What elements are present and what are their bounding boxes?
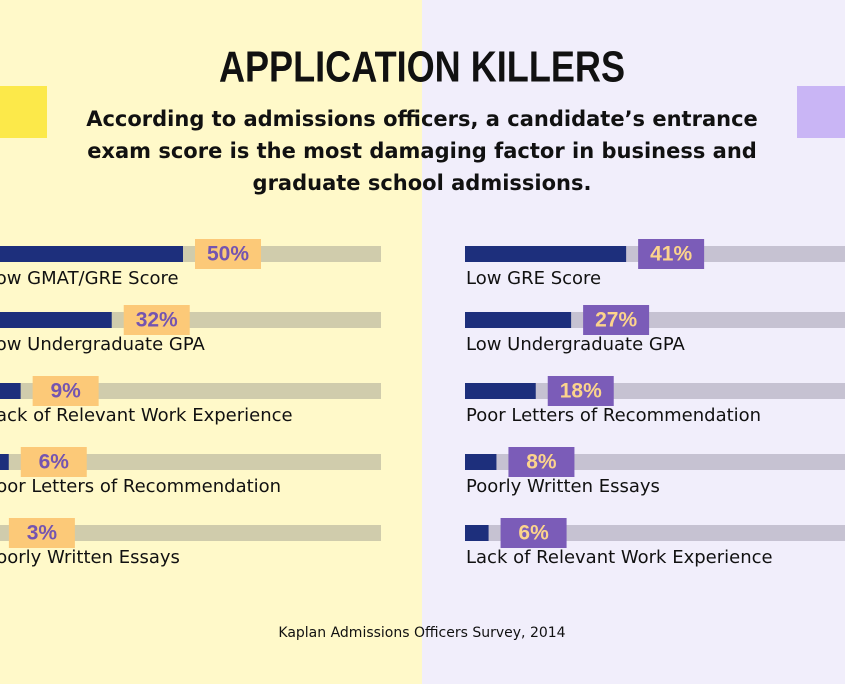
value-label: 6%: [518, 522, 549, 545]
bar-track: [0, 525, 381, 541]
bar: [0, 454, 9, 470]
value-label: 32%: [136, 309, 178, 332]
category-label: Poor Letters of Recommendation: [466, 405, 761, 426]
category-label: Poorly Written Essays: [0, 547, 180, 568]
value-badge: [123, 305, 190, 335]
value-badge: [8, 518, 75, 548]
bar: [465, 454, 497, 470]
subtitle: According to admissions officers, a cand…: [86, 107, 758, 131]
panel-background: [422, 0, 845, 684]
value-badge: [508, 447, 575, 477]
value-label: 41%: [650, 243, 692, 266]
subtitle: exam score is the most damaging factor i…: [87, 139, 757, 163]
category-label: Poor Letters of Recommendation: [0, 476, 281, 497]
value-badge: [547, 376, 614, 406]
value-label: 8%: [526, 451, 557, 474]
bar: [465, 525, 489, 541]
tab: [0, 86, 47, 138]
category-label: Lack of Relevant Work Experience: [466, 547, 773, 568]
bar-track: [0, 454, 381, 470]
value-label: 27%: [595, 309, 637, 332]
category-label: Poorly Written Essays: [466, 476, 660, 497]
value-badge: [638, 239, 705, 269]
value-badge: [20, 447, 87, 477]
value-badge: [195, 239, 261, 269]
category-label: Low Undergraduate GPA: [0, 334, 206, 355]
bar: [465, 383, 536, 399]
category-label: Low GMAT/GRE Score: [0, 268, 179, 289]
category-label: Low Undergraduate GPA: [466, 334, 686, 355]
value-badge: [32, 376, 99, 406]
value-label: 18%: [560, 380, 602, 403]
value-label: 3%: [27, 522, 58, 545]
bar: [0, 246, 183, 262]
title: APPLICATION KILLERS: [219, 42, 625, 91]
category-label: Low GRE Score: [466, 268, 601, 289]
value-label: 50%: [207, 243, 249, 266]
value-label: 9%: [50, 380, 81, 403]
panel-background: [0, 0, 422, 684]
bar: [465, 312, 572, 328]
value-badge: [500, 518, 567, 548]
source: Kaplan Admissions Officers Survey, 2014: [278, 625, 565, 641]
value-badge: [583, 305, 650, 335]
bar: [0, 383, 21, 399]
bar: [465, 246, 627, 262]
category-label: Lack of Relevant Work Experience: [0, 405, 293, 426]
bar: [0, 312, 112, 328]
value-label: 6%: [39, 451, 70, 474]
subtitle: graduate school admissions.: [253, 171, 592, 195]
tab: [797, 86, 845, 138]
